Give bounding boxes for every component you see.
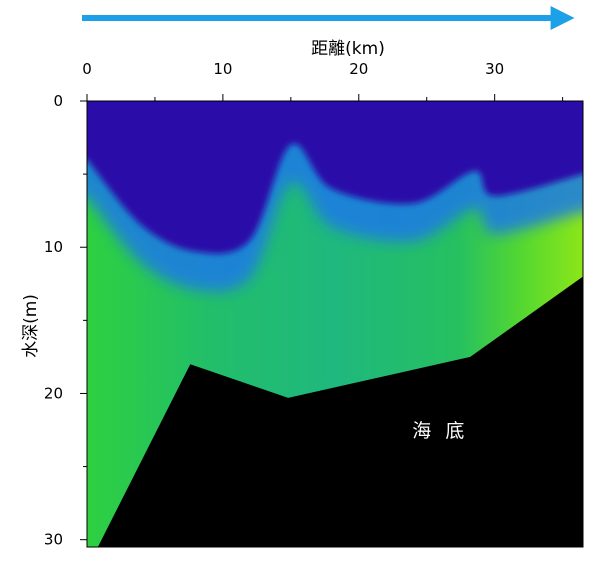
y-tick-label: 0 [53,92,63,110]
plot-area [87,101,583,547]
upper-water-layer [87,101,583,254]
x-tick-label: 0 [82,60,92,78]
x-tick-label: 30 [485,60,504,78]
x-axis-title: 距離(km) [311,39,385,59]
y-axis-title: 水深(m) [21,294,41,358]
seabed-area [97,276,583,547]
x-tick-label: 10 [213,60,232,78]
x-tick-label: 20 [349,60,368,78]
y-tick-label: 30 [44,531,63,549]
y-tick-label: 10 [44,238,63,256]
axis-ticks [80,94,564,541]
seabed-label: 海 底 [412,420,468,442]
y-tick-label: 20 [44,384,63,402]
plot-frame [86,100,584,548]
axis-tick-labels: 0 10 20 30 0 10 20 30 [44,60,504,549]
